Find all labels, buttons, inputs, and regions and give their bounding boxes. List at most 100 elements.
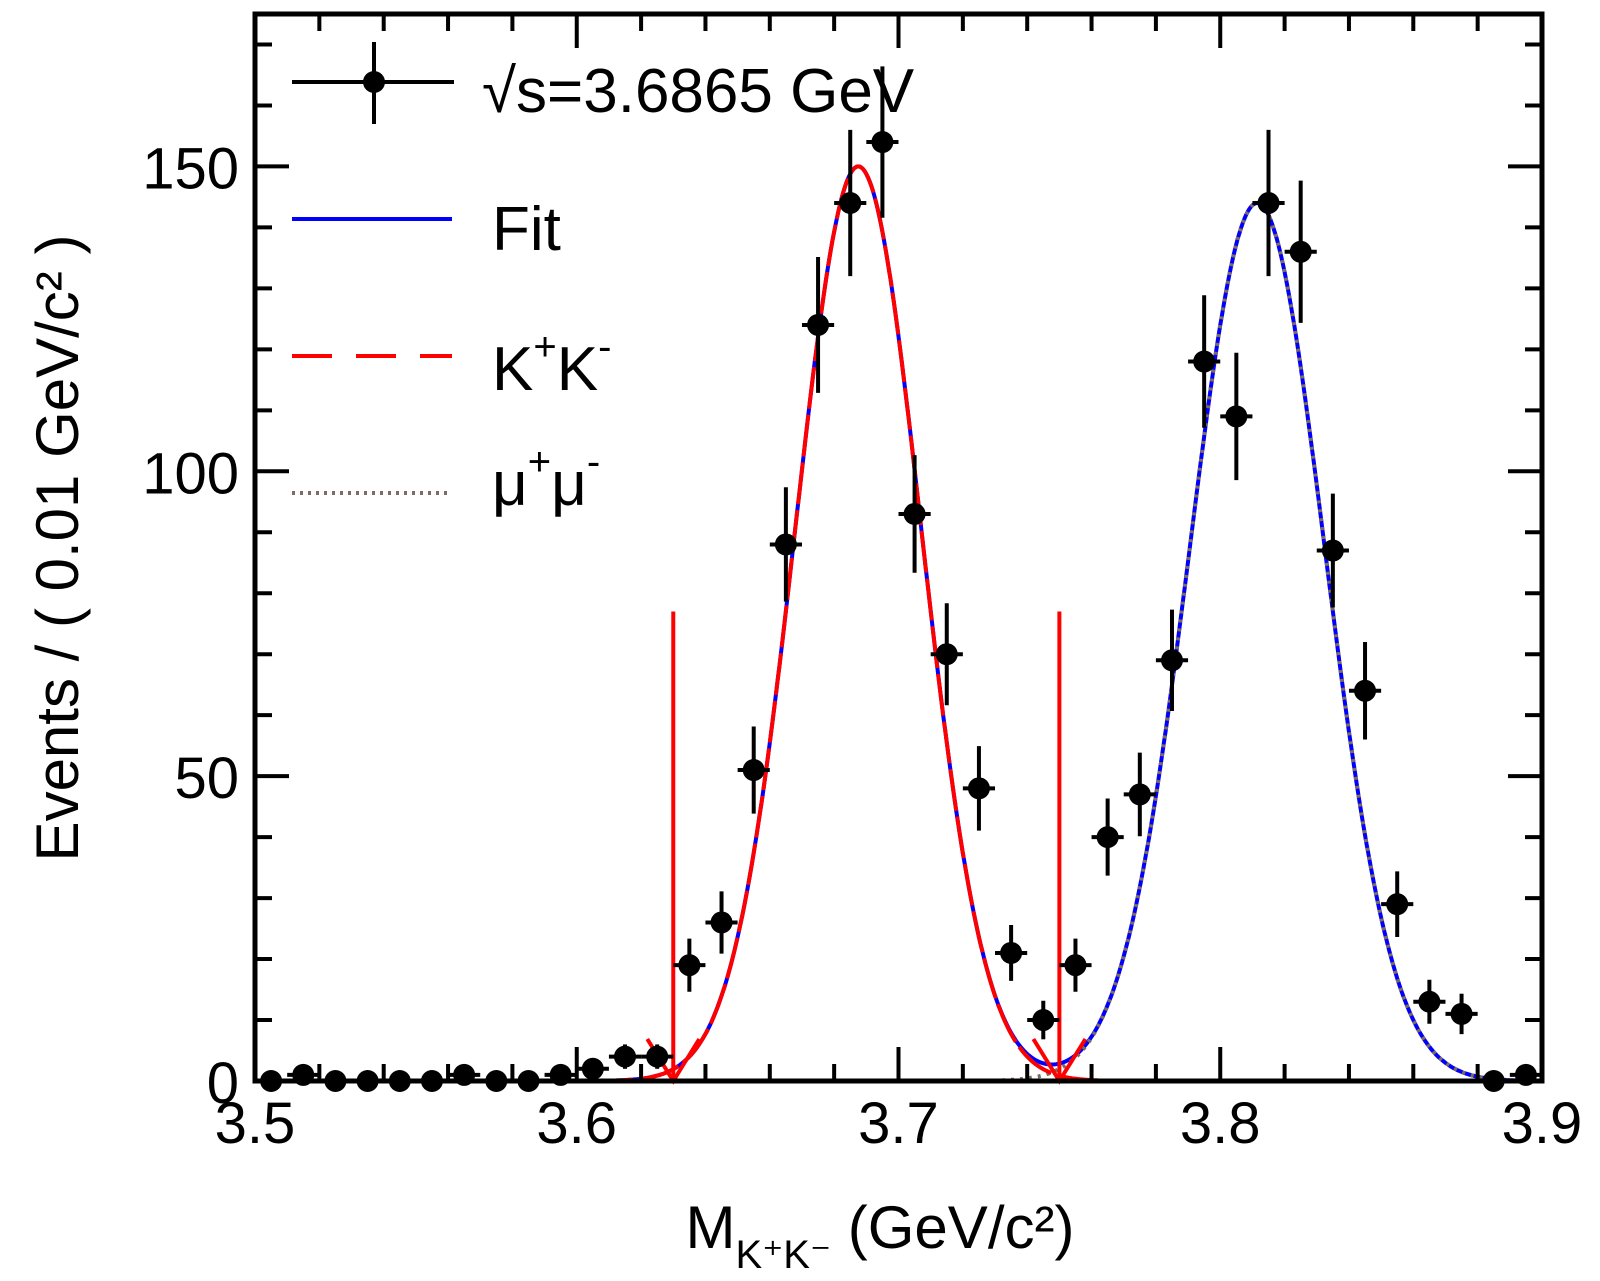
x-tick-label: 3.8: [1180, 1091, 1261, 1156]
mumu-sup1: +: [528, 440, 551, 484]
data-point: [1284, 180, 1317, 323]
legend-entry-fit: Fit: [292, 195, 561, 264]
data-point: [930, 603, 963, 706]
fit-curves: [255, 164, 1542, 1083]
data-point: [705, 891, 738, 954]
legend-entry-data: √s=3.6865 GeV: [292, 42, 915, 126]
data-point: [834, 129, 867, 277]
data-marker: [967, 777, 990, 800]
data-marker: [1000, 941, 1023, 964]
legend-data-marker: [363, 71, 385, 93]
mumu-base2: μ: [551, 450, 587, 519]
data-point: [1348, 642, 1382, 740]
data-point: [1059, 938, 1092, 992]
data-point: [1027, 1000, 1060, 1040]
data-points: [255, 66, 1542, 1092]
data-marker: [807, 313, 830, 336]
data-marker: [1289, 240, 1312, 263]
x-tick-label: 3.7: [858, 1091, 939, 1156]
data-marker: [1354, 679, 1377, 702]
x-axis-title-unit: (GeV/c²): [831, 1194, 1074, 1261]
y-axis-title-text: Events / ( 0.01 GeV/c² ): [24, 235, 91, 862]
data-point: [769, 487, 802, 602]
data-marker: [581, 1057, 604, 1080]
legend-label-kk: K+K-: [492, 325, 611, 404]
data-point: [737, 726, 770, 814]
data-point: [898, 455, 931, 573]
kk-base2: K: [557, 335, 598, 404]
data-point: [1413, 979, 1446, 1024]
x-axis-title: MK⁺K⁻ (GeV/c²): [686, 1194, 1075, 1277]
axis-ticks: [253, 14, 1544, 1083]
data-marker: [710, 911, 733, 934]
data-marker: [1418, 990, 1441, 1013]
y-tick-label: 50: [174, 746, 239, 811]
plot-frame: [252, 11, 1545, 1084]
data-point: [576, 1057, 609, 1080]
data-marker: [678, 954, 701, 977]
x-tick-label: 3.5: [215, 1091, 296, 1156]
data-point: [801, 257, 835, 393]
legend: √s=3.6865 GeV Fit K+K- μ+μ-: [292, 42, 915, 519]
x-tick-label: 3.9: [1502, 1091, 1583, 1156]
data-marker: [646, 1045, 669, 1068]
x-tick-label: 3.6: [536, 1091, 617, 1156]
kk-base1: K: [492, 335, 533, 404]
data-point: [1252, 129, 1285, 277]
data-marker: [1450, 1002, 1473, 1025]
y-tick-label: 100: [142, 441, 239, 506]
legend-label-data: √s=3.6865 GeV: [482, 57, 915, 126]
data-point: [1123, 752, 1156, 837]
data-marker: [903, 502, 926, 525]
legend-entry-mumu: μ+μ-: [292, 440, 600, 519]
data-marker: [1096, 826, 1119, 849]
data-marker: [1321, 539, 1344, 562]
data-marker: [1032, 1009, 1055, 1032]
y-tick-label: 0: [207, 1051, 239, 1116]
data-point: [1381, 871, 1414, 938]
data-point: [1220, 352, 1253, 481]
data-point: [673, 938, 706, 992]
x-axis-title-main: M: [686, 1194, 736, 1261]
data-marker: [614, 1045, 637, 1068]
kk-sup2: -: [598, 325, 611, 369]
data-point: [866, 66, 899, 218]
kk-sup1: +: [533, 325, 556, 369]
data-marker: [871, 131, 894, 154]
data-marker: [1386, 893, 1409, 916]
data-point: [1188, 295, 1221, 428]
legend-label-mumu: μ+μ-: [492, 440, 600, 519]
kk-curve: [255, 164, 1542, 1083]
cut-arrows: [645, 611, 1088, 1085]
y-tick-label: 150: [142, 136, 239, 201]
fit-curve: [255, 164, 1542, 1083]
legend-data-text: s=3.6865 GeV: [516, 57, 915, 126]
legend-entry-kk: K+K-: [292, 325, 611, 404]
legend-label-fit: Fit: [492, 195, 561, 264]
data-marker: [742, 759, 765, 782]
data-point: [1155, 609, 1189, 711]
data-marker: [774, 533, 797, 556]
data-marker: [1160, 649, 1183, 672]
axes-frame: [252, 11, 1545, 1084]
data-point: [1316, 493, 1349, 608]
data-point: [1091, 798, 1124, 876]
data-point: [608, 1044, 642, 1069]
x-axis-title-sub: K⁺K⁻: [736, 1233, 832, 1277]
data-point: [641, 1044, 674, 1069]
data-marker: [1064, 954, 1087, 977]
data-marker: [1128, 783, 1151, 806]
data-marker: [839, 192, 862, 215]
mumu-sup2: -: [587, 440, 600, 484]
y-axis-title: Events / ( 0.01 GeV/c² ): [24, 235, 91, 862]
data-marker: [1257, 192, 1280, 215]
data-marker: [1225, 405, 1248, 428]
data-point: [1445, 993, 1478, 1035]
data-point: [962, 746, 996, 831]
data-marker: [935, 643, 958, 666]
data-marker: [1193, 350, 1216, 373]
data-point: [995, 925, 1028, 981]
mumu-base1: μ: [492, 450, 528, 519]
tick-labels: 3.5 3.6 3.7 3.8 3.9 0 50 100 150: [142, 136, 1582, 1156]
